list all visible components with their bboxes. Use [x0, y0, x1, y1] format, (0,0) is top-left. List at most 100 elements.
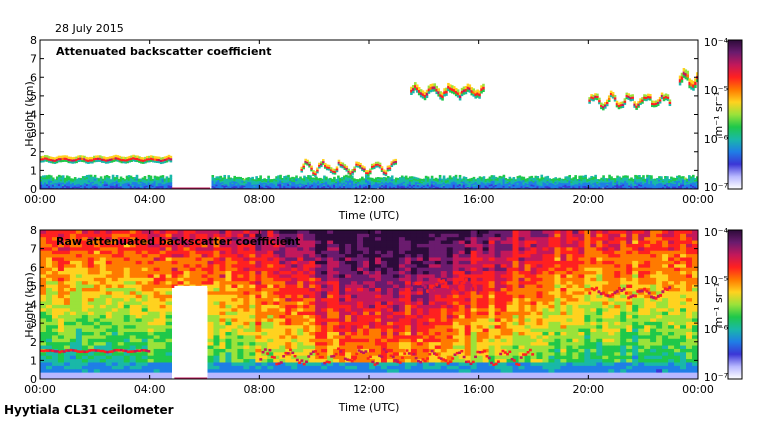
raw-cell: [94, 284, 100, 288]
raw-cell: [112, 267, 118, 271]
raw-cell: [82, 318, 88, 322]
raw-cell: [46, 338, 52, 342]
raw-cell: [88, 260, 94, 264]
cloud-pixel: [346, 166, 349, 168]
raw-cell: [231, 352, 237, 356]
raw-cell: [118, 342, 124, 346]
raw-cell: [213, 274, 219, 278]
cloud-pixel: [170, 158, 173, 160]
raw-cell: [124, 264, 130, 268]
raw-cell: [166, 315, 172, 319]
cloud-pixel: [631, 97, 634, 99]
raw-cell: [118, 369, 124, 373]
raw-cell: [136, 325, 142, 329]
raw-cell: [249, 315, 255, 319]
raw-cell: [136, 281, 142, 285]
raw-cell: [76, 328, 82, 332]
raw-cell: [297, 291, 303, 295]
raw-cell: [285, 335, 291, 339]
raw-cell: [124, 230, 130, 234]
raw-cell: [231, 345, 237, 349]
raw-cell: [213, 271, 219, 275]
raw-cell: [112, 257, 118, 261]
raw-cell: [76, 335, 82, 339]
raw-cell: [94, 321, 100, 325]
raw-cell: [303, 325, 309, 329]
raw-cell: [261, 308, 267, 312]
raw-cell: [273, 277, 279, 281]
raw-cell: [225, 301, 231, 305]
raw-cell: [291, 271, 297, 275]
raw-cell: [213, 342, 219, 346]
raw-cell: [124, 355, 130, 359]
raw-cell: [76, 274, 82, 278]
raw-cell: [237, 298, 243, 302]
raw-cell: [231, 321, 237, 325]
raw-cell: [255, 294, 261, 298]
raw-cell: [279, 321, 285, 325]
raw-cell: [225, 355, 231, 359]
raw-cell: [303, 369, 309, 373]
raw-cell: [255, 345, 261, 349]
raw-cell: [297, 267, 303, 271]
raw-cell: [279, 365, 285, 369]
raw-cell: [64, 230, 70, 234]
raw-cell: [46, 308, 52, 312]
heatmap-raw: [40, 230, 698, 380]
raw-cell: [100, 372, 106, 376]
raw-cell: [291, 321, 297, 325]
raw-cell: [58, 328, 64, 332]
raw-cell: [58, 369, 64, 373]
raw-cell: [249, 284, 255, 288]
raw-cell: [243, 230, 249, 234]
cloud-pixel: [338, 160, 341, 162]
raw-cell: [285, 325, 291, 329]
raw-cell: [225, 321, 231, 325]
raw-cell: [76, 264, 82, 268]
raw-cell: [136, 250, 142, 254]
raw-cell: [297, 338, 303, 342]
raw-cell: [291, 301, 297, 305]
raw-cell: [207, 372, 213, 376]
raw-cell: [297, 328, 303, 332]
raw-cell: [88, 274, 94, 278]
raw-cell: [76, 342, 82, 346]
raw-cell: [130, 342, 136, 346]
raw-cell: [166, 352, 172, 356]
raw-cell: [148, 267, 154, 271]
raw-cell: [136, 301, 142, 305]
raw-cell: [279, 372, 285, 376]
raw-cell: [40, 342, 46, 346]
raw-cell: [219, 321, 225, 325]
raw-cell: [94, 362, 100, 366]
raw-cell: [243, 264, 249, 268]
raw-cell: [130, 277, 136, 281]
raw-cell: [88, 359, 94, 363]
raw-cell: [207, 308, 213, 312]
raw-cell: [160, 365, 166, 369]
raw-cell: [112, 230, 118, 234]
raw-cell: [267, 328, 273, 332]
raw-cell: [40, 250, 46, 254]
raw-cell: [100, 365, 106, 369]
cloud-pixel: [394, 159, 397, 161]
raw-cell: [255, 230, 261, 234]
raw-cell: [100, 264, 106, 268]
raw-cell: [267, 305, 273, 309]
raw-cell: [94, 271, 100, 275]
raw-cell: [255, 369, 261, 373]
raw-cell: [237, 332, 243, 336]
raw-cell: [303, 321, 309, 325]
raw-cell: [46, 359, 52, 363]
raw-cell: [130, 267, 136, 271]
raw-cell: [142, 321, 148, 325]
raw-cell: [213, 298, 219, 302]
raw-cell: [76, 230, 82, 234]
raw-cell: [219, 274, 225, 278]
raw-cell: [237, 372, 243, 376]
backscatter-cell: [116, 175, 119, 177]
raw-cell: [100, 230, 106, 234]
raw-cell: [249, 345, 255, 349]
raw-cell: [124, 260, 130, 264]
raw-cell: [297, 250, 303, 254]
